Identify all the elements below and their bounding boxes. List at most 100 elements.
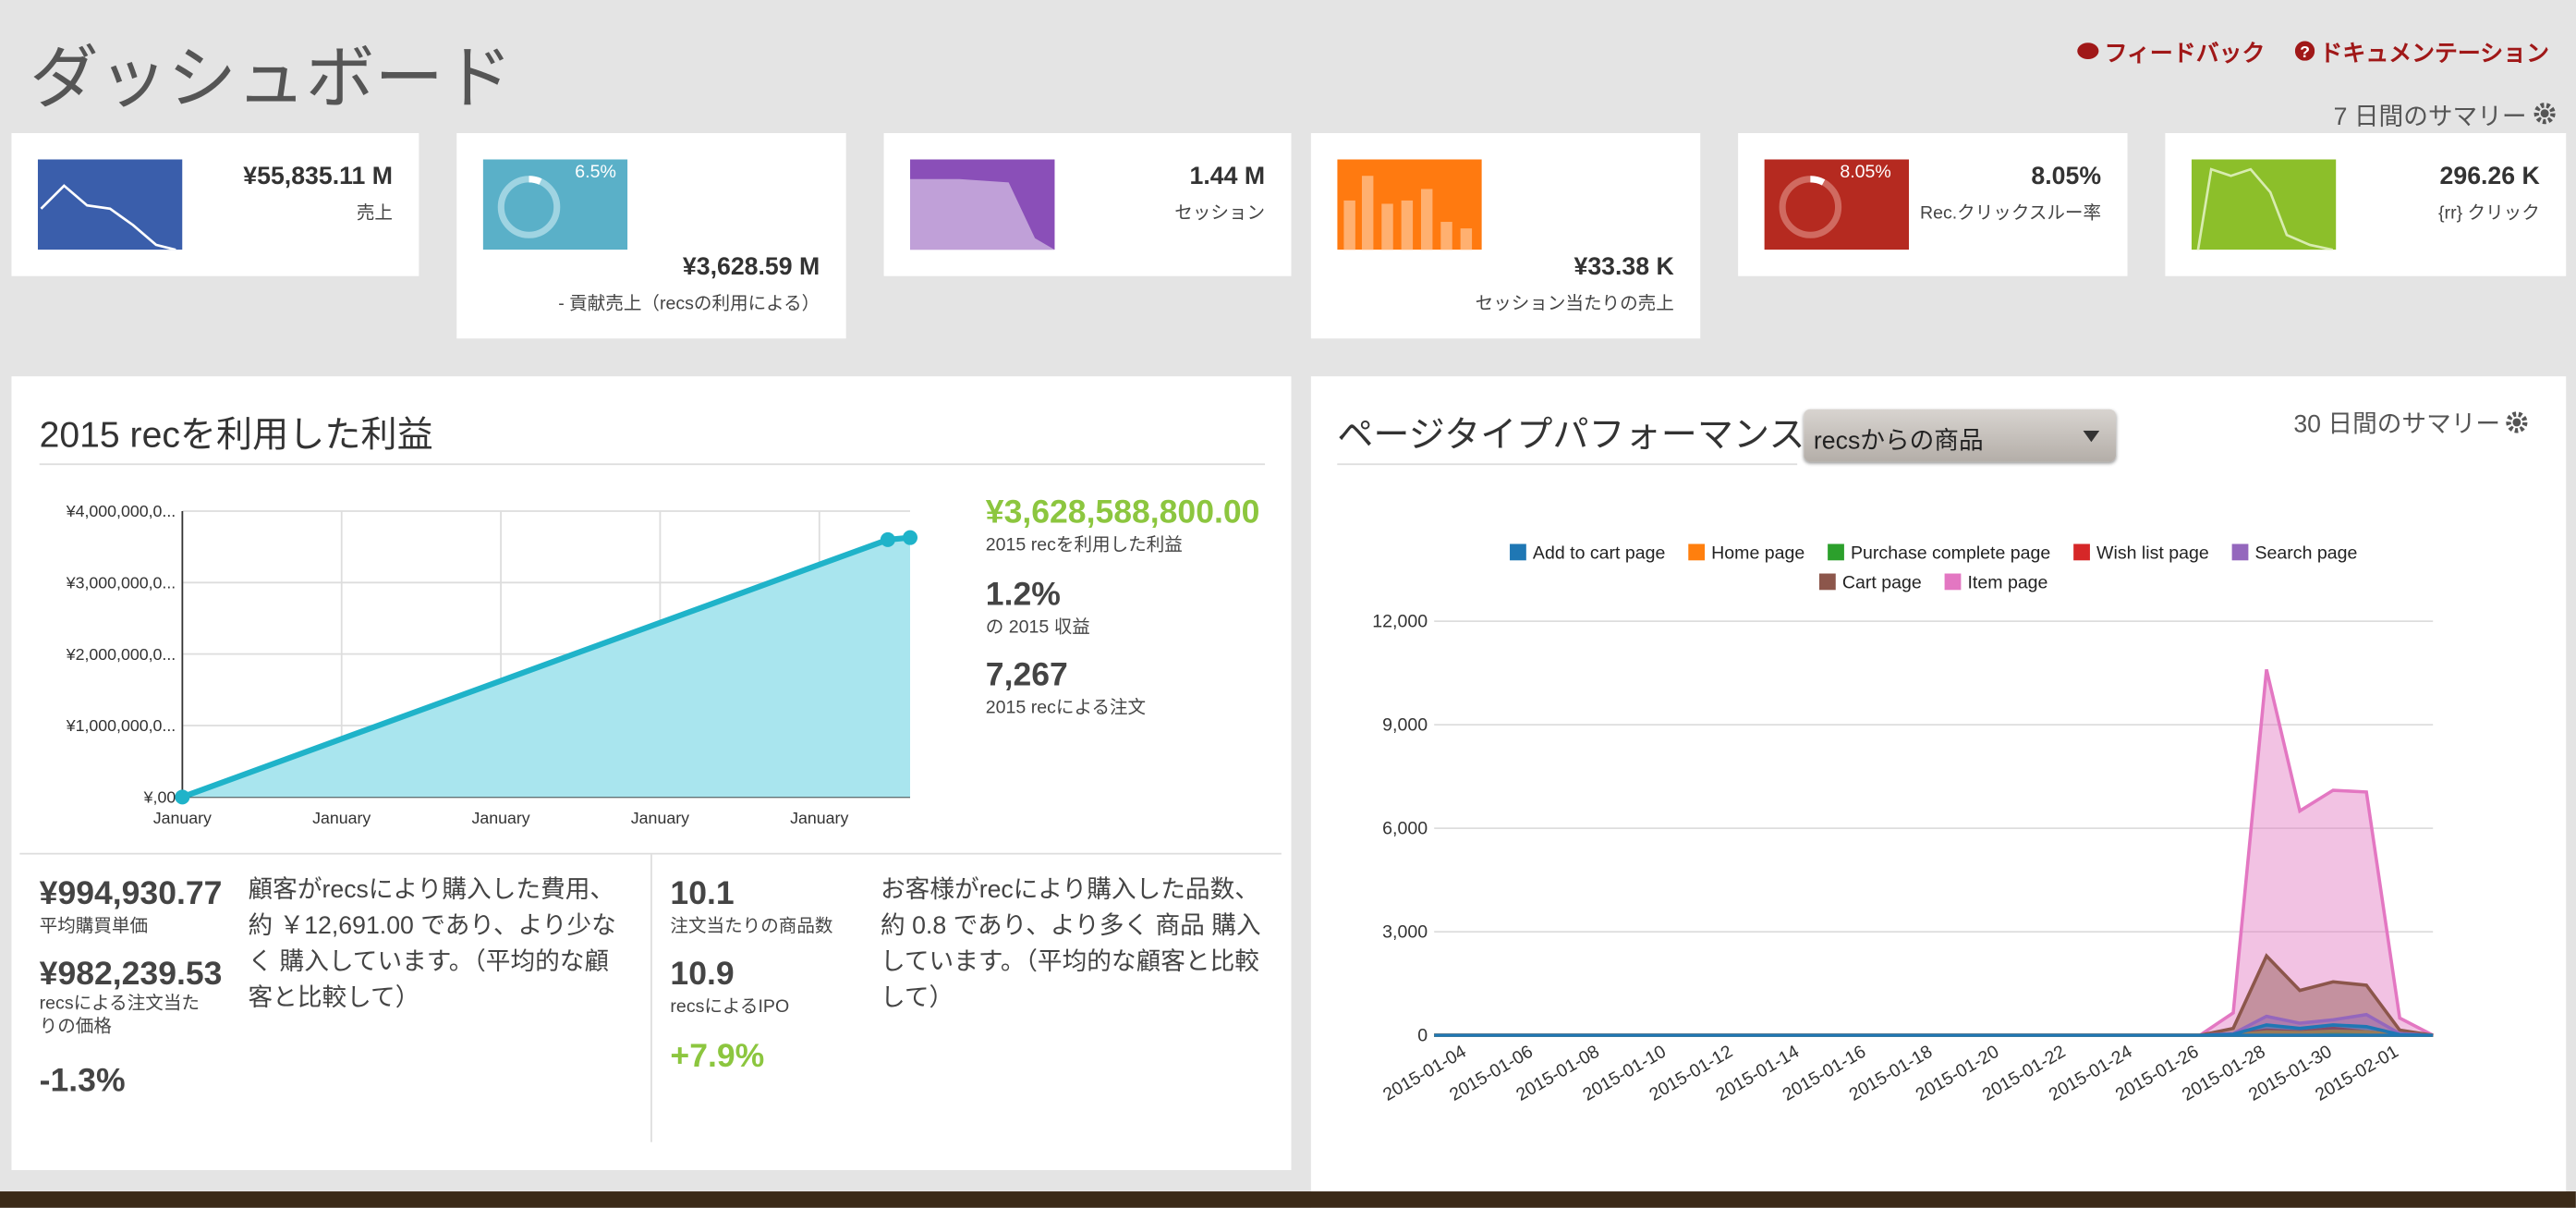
y-tick-label: ¥4,000,000,0... <box>66 502 176 520</box>
divider <box>1337 463 1798 466</box>
stat-label: recsによるIPO <box>670 997 790 1018</box>
kpi-label: Rec.クリックスルー率 <box>1919 203 2102 224</box>
legend-item: Search page <box>2231 543 2358 564</box>
legend-item: Home page <box>1688 543 1804 564</box>
x-tick-label: January <box>153 809 212 827</box>
y-tick-label: 0 <box>1417 1025 1428 1045</box>
kpi-value: ¥55,835.11 M <box>243 163 393 191</box>
documentation-link[interactable]: ドキュメンテーション <box>2319 39 2549 67</box>
help-icon: ? <box>2294 41 2315 61</box>
stat-value: -1.3% <box>39 1063 126 1100</box>
legend-label: Home page <box>1711 543 1804 564</box>
settings-icon[interactable] <box>2505 411 2528 434</box>
stat-label: 注文当たりの商品数 <box>670 917 833 937</box>
sparkline <box>1337 159 1482 250</box>
kpi-label: 売上 <box>356 203 393 224</box>
dropdown[interactable]: recsからの商品 <box>1804 409 2117 462</box>
legend-label: Item page <box>1967 573 2047 593</box>
legend-item: Item page <box>1944 573 2047 593</box>
divider <box>650 854 652 1142</box>
kpi-value: 296.26 K <box>2439 163 2540 191</box>
stat-value: ¥982,239.53 <box>39 956 223 993</box>
legend-swatch <box>1818 573 1836 591</box>
x-tick-label: January <box>312 809 371 827</box>
stat-label: 2015 recを利用した利益 <box>985 535 1183 555</box>
kpi-value: 8.05% <box>2031 163 2102 191</box>
kpi-value: 1.44 M <box>1189 163 1266 191</box>
kpi-value: ¥3,628.59 M <box>682 252 820 282</box>
stat-value: ¥994,930.77 <box>39 875 223 912</box>
legend-label: Cart page <box>1842 573 1922 593</box>
point <box>880 531 895 547</box>
y-tick-label: 6,000 <box>1382 818 1428 838</box>
stat-label: recsによる注文当たりの価格 <box>39 994 200 1037</box>
legend-label: Wish list page <box>2096 543 2209 564</box>
legend-swatch <box>2231 543 2249 561</box>
kpi-badge: 8.05% <box>1840 163 1891 183</box>
panel-title: 2015 recを利用した利益 <box>39 414 433 456</box>
y-tick-label: 9,000 <box>1382 714 1428 735</box>
legend-item: Wish list page <box>2073 543 2209 564</box>
sparkline <box>37 159 183 250</box>
legend-swatch <box>1944 573 1962 591</box>
stat-value: 10.1 <box>670 875 735 912</box>
donut <box>1764 159 1910 250</box>
point <box>903 530 918 545</box>
summary-30d[interactable]: 30 日間のサマリー <box>2293 410 2501 439</box>
area <box>1434 1023 2434 1037</box>
legend-item: Cart page <box>1818 573 1922 593</box>
stat-label: 平均購買単価 <box>39 917 149 937</box>
settings-icon[interactable] <box>2533 102 2557 125</box>
y-tick-label: ¥1,000,000,0... <box>66 716 176 735</box>
legend-swatch <box>2073 543 2090 561</box>
description: 顧客がrecsにより購入した費用、約 ￥12,691.00 であり、より少なく … <box>248 875 616 1013</box>
point <box>175 789 190 805</box>
legend: Add to cart page Home page Purchase comple… <box>1510 543 2357 593</box>
sparkline <box>910 159 1055 250</box>
divider <box>19 852 1282 855</box>
stat-label: 2015 recによる注文 <box>985 698 1147 718</box>
kpi-label: - 貢献売上（recsの利用による） <box>558 294 820 314</box>
x-tick-label: January <box>471 809 529 827</box>
y-tick-label: ¥2,000,000,0... <box>66 645 176 664</box>
x-tick-label: January <box>631 809 689 827</box>
stat-value: +7.9% <box>670 1038 765 1075</box>
donut <box>482 159 628 250</box>
sparkline <box>2191 159 2337 250</box>
page-title: ダッシュボード <box>30 39 513 117</box>
stat-value: ¥3,628,588,800.00 <box>985 494 1260 531</box>
dropdown-value: recsからの商品 <box>1813 427 1984 456</box>
kpi-label: セッション当たりの売上 <box>1475 294 1674 314</box>
x-tick-label: January <box>790 809 848 827</box>
stat-value: 1.2% <box>985 577 1061 614</box>
stat-value: 10.9 <box>670 956 735 993</box>
y-tick-label: 3,000 <box>1382 921 1428 942</box>
kpi-card: 8.05% 8.05% Rec.クリックスルー率 <box>1738 133 2128 276</box>
kpi-badge: 6.5% <box>575 163 616 183</box>
taskbar-strip <box>0 1191 2576 1208</box>
kpi-label: {rr} クリック <box>2438 203 2540 224</box>
kpi-card: ¥55,835.11 M 売上 <box>11 133 419 276</box>
kpi-card: 296.26 K {rr} クリック <box>2165 133 2567 276</box>
y-tick-label: ¥3,000,000,0... <box>66 574 176 592</box>
summary-7d[interactable]: 7 日間のサマリー <box>2333 104 2527 132</box>
kpi-card: 6.5% ¥3,628.59 M - 貢献売上（recsの利用による） <box>456 133 846 339</box>
legend-label: Add to cart page <box>1533 543 1665 564</box>
y-tick-label: ¥,00 <box>143 788 176 807</box>
legend-label: Search page <box>2255 543 2358 564</box>
legend-label: Purchase complete page <box>1851 543 2050 564</box>
feedback-link[interactable]: フィードバック <box>2104 39 2266 67</box>
feedback-icon <box>2077 43 2099 60</box>
stat-label: の 2015 収益 <box>985 617 1090 638</box>
legend-item: Add to cart page <box>1510 543 1665 564</box>
kpi-label: セッション <box>1174 203 1266 224</box>
svg-text:?: ? <box>2300 43 2310 61</box>
kpi-card: ¥33.38 K セッション当たりの売上 <box>1310 133 1701 339</box>
kpi-value: ¥33.38 K <box>1574 252 1674 282</box>
dropdown-arrow <box>2083 430 2100 443</box>
panel-title: ページタイプパフォーマンス <box>1337 414 1805 456</box>
legend-swatch <box>1828 543 1844 561</box>
